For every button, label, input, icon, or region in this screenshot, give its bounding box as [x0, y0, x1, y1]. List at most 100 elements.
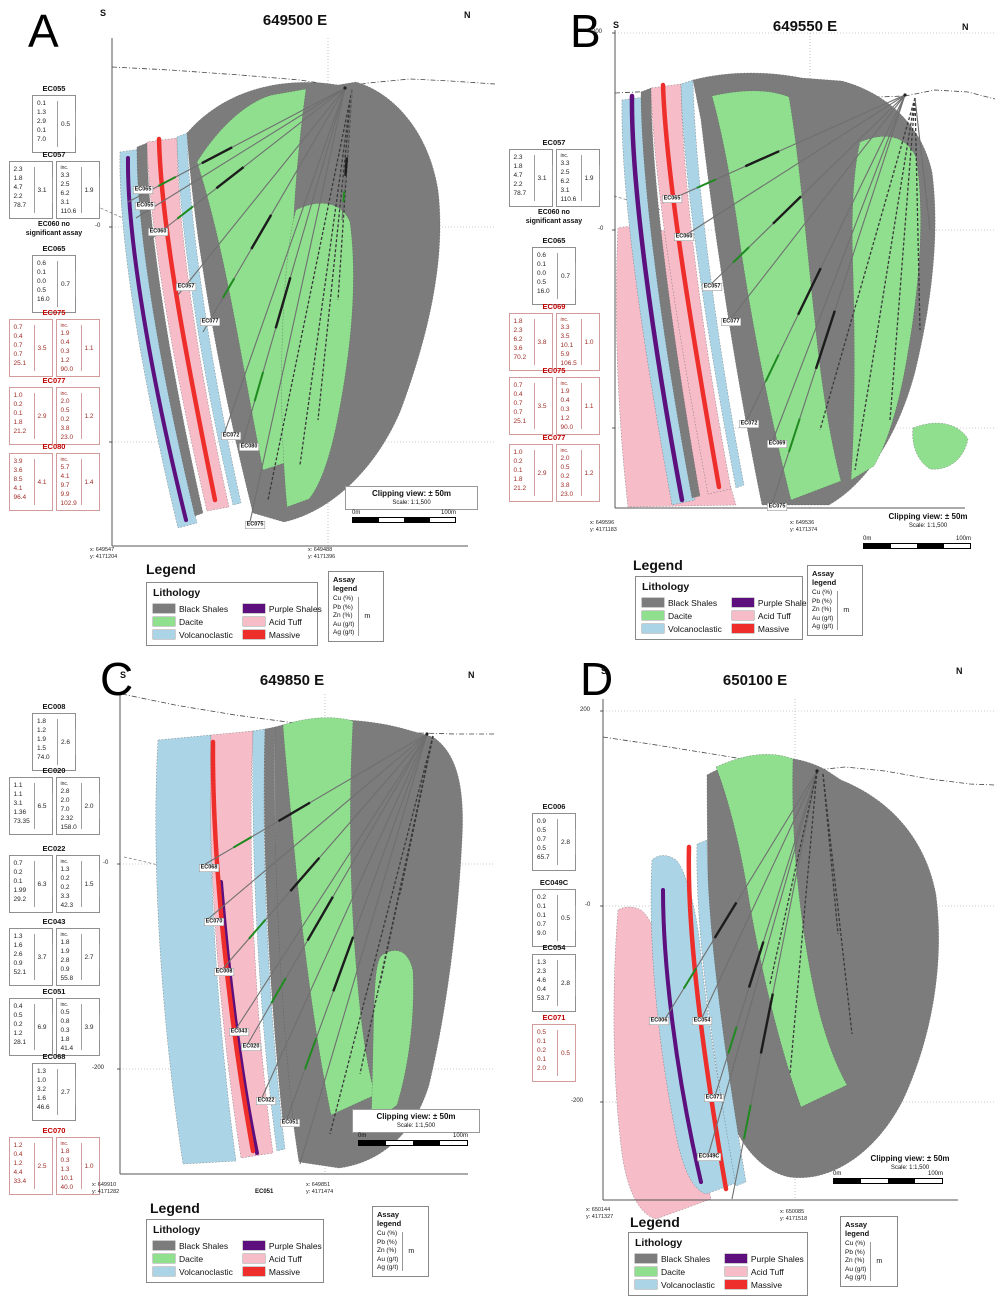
inc-label: inc. [60, 165, 69, 171]
legend-item-dacite: Dacite [642, 609, 722, 622]
drill-collar [425, 732, 429, 736]
assay-interval-mark [303, 1037, 318, 1070]
legend-item-label: Acid Tuff [750, 1266, 784, 1277]
assay-legend-row: Pb (%) [812, 597, 832, 605]
assay-hole-id: EC065 [42, 244, 66, 253]
assay-value: 0.5 [537, 845, 547, 852]
hole-trace-label: EC077 [200, 318, 220, 326]
inc-label: inc. [60, 323, 69, 329]
assay-value: 70.2 [513, 354, 527, 361]
assay-block-ec071: EC071 0.5 0.1 0.2 0.1 2.0 0.5 [508, 1013, 600, 1082]
scale-bar-segment [861, 1179, 888, 1183]
massive-band [210, 739, 256, 1154]
assay-legend-row: Au (g/t) [333, 620, 355, 628]
assay-value: 2.9 [37, 118, 47, 125]
assay-interval-mark [344, 157, 348, 176]
assay-thickness: 2.9 [37, 412, 47, 420]
clipping-note: Clipping view: ± 50m Scale: 1:1,500 [850, 1154, 970, 1172]
legend-swatch-massive [724, 1280, 747, 1289]
scale-bar: 0m 100m [833, 1171, 943, 1184]
section-title: 649500 E [262, 12, 328, 29]
assay-legend-row: Ag (g/t) [377, 1264, 399, 1271]
legend-item-label: Black Shales [179, 603, 229, 614]
legend-title: Legend [630, 1214, 680, 1230]
assay-block-ec068: EC068 1.3 1.0 3.2 1.6 46.6 2.7 [8, 1052, 100, 1121]
assay-box-main: 2.3 1.8 4.7 2.2 78.7 3.1 [8, 161, 53, 219]
assay-value: 0.1 [537, 1038, 547, 1045]
assay-box-inc: inc. 3.3 3.5 10.1 5.9 106.5 1.0 [555, 313, 600, 371]
assay-interval-mark [342, 191, 346, 202]
assay-interval-mark [201, 146, 233, 165]
assay-box-main: 0.7 0.2 0.1 1.99 29.2 6.3 [8, 855, 53, 913]
clipping-view-text: Clipping view: ± 50m [376, 1112, 456, 1121]
fault-line [613, 195, 669, 213]
assay-value: 2.6 [13, 951, 23, 958]
assay-thickness: 2.0 [84, 802, 94, 810]
drill-trace [135, 87, 346, 219]
south-marker: S [601, 666, 608, 676]
assay-value: 0.1 [13, 878, 23, 885]
drill-trace [677, 94, 906, 241]
assay-interval-mark [744, 150, 780, 168]
assay-legend-title: Assay legend [333, 575, 358, 593]
assay-thickness: 3.5 [37, 344, 47, 352]
assay-box-inc: inc. 3.3 2.5 6.2 3.1 110.6 1.9 [555, 149, 600, 207]
assay-value: 3.8 [560, 482, 570, 489]
inc-label: inc. [60, 859, 69, 865]
panel-letter: A [28, 5, 59, 57]
scale-bar-segment [915, 1179, 942, 1183]
legend-item-massive: Massive [731, 622, 811, 635]
assay-value: 0.2 [513, 458, 523, 465]
assay-legend-row: Au (g/t) [845, 1265, 867, 1273]
hole-trace-label: EC071 [704, 1094, 724, 1102]
scale-bar-max: 100m [440, 510, 456, 516]
assay-value: 0.8 [60, 1018, 70, 1025]
assay-note-line: EC060 no [38, 221, 70, 228]
assay-value: 3.8 [60, 425, 70, 432]
clipping-note: Clipping view: ± 50m Scale: 1:1,500 [345, 486, 478, 510]
assay-hole-id: EC051 [42, 987, 66, 996]
assay-block-ec022: EC022 0.7 0.2 0.1 1.99 29.2 6.3 inc. 1.3 0.2 0.2 3.… [8, 844, 100, 913]
assay-value: 0.2 [60, 875, 70, 882]
assay-value: 1.3 [13, 933, 23, 940]
legend-item-volcanoclastic: Volcanoclastic [642, 622, 722, 635]
coord-x: x: 649547 [90, 547, 115, 553]
assay-thickness: 3.8 [537, 338, 547, 346]
assay-hole-id: EC022 [42, 844, 66, 853]
assay-value: 25.1 [513, 418, 527, 425]
assay-value: 1.8 [13, 175, 23, 182]
assay-value: 3.9 [13, 458, 23, 465]
legend-swatch-dacite [153, 617, 175, 626]
assay-value: 29.2 [13, 896, 27, 903]
assay-value: 0.1 [513, 467, 523, 474]
assay-block-ec049c: EC049C 0.2 0.1 0.1 0.7 9.0 0.5 [508, 878, 600, 947]
assay-value: 2.32 [60, 815, 74, 822]
drill-trace [207, 733, 428, 920]
assay-value: 0.2 [560, 473, 570, 480]
section-plot-c [117, 693, 495, 1175]
assay-value: 0.7 [13, 860, 23, 867]
assay-value: 5.7 [60, 464, 70, 471]
assay-thickness: 3.5 [537, 402, 547, 410]
legend-swatch-black-shales [153, 1241, 175, 1250]
assay-interval-mark [274, 276, 292, 329]
legend-swatch-black-shales [635, 1254, 657, 1263]
scale-bar-segment [359, 1141, 386, 1145]
assay-value: 9.9 [60, 491, 70, 498]
coord-x: x: 649536 [790, 520, 815, 526]
assay-thickness: 1.0 [84, 1162, 94, 1170]
assay-value: 8.5 [13, 476, 23, 483]
legend-swatch-acid-tuff [242, 1254, 265, 1263]
drill-trace [233, 733, 428, 1033]
lithology-unit [650, 855, 740, 1195]
section-plot-a [95, 38, 496, 547]
legend-item-label: Massive [757, 623, 790, 634]
assay-legend: Assay legend Cu (%) Pb (%) Zn (%) Au (g/t) Ag… [840, 1216, 898, 1287]
inc-label: inc. [560, 448, 569, 454]
assay-value: 0.4 [13, 333, 23, 340]
assay-value: 0.7 [513, 400, 523, 407]
legend-swatch-purple-shales [731, 598, 754, 607]
assay-note-line: significant assay [525, 218, 583, 225]
assay-value: 1.0 [37, 1077, 47, 1084]
assay-value: 0.5 [60, 407, 70, 414]
